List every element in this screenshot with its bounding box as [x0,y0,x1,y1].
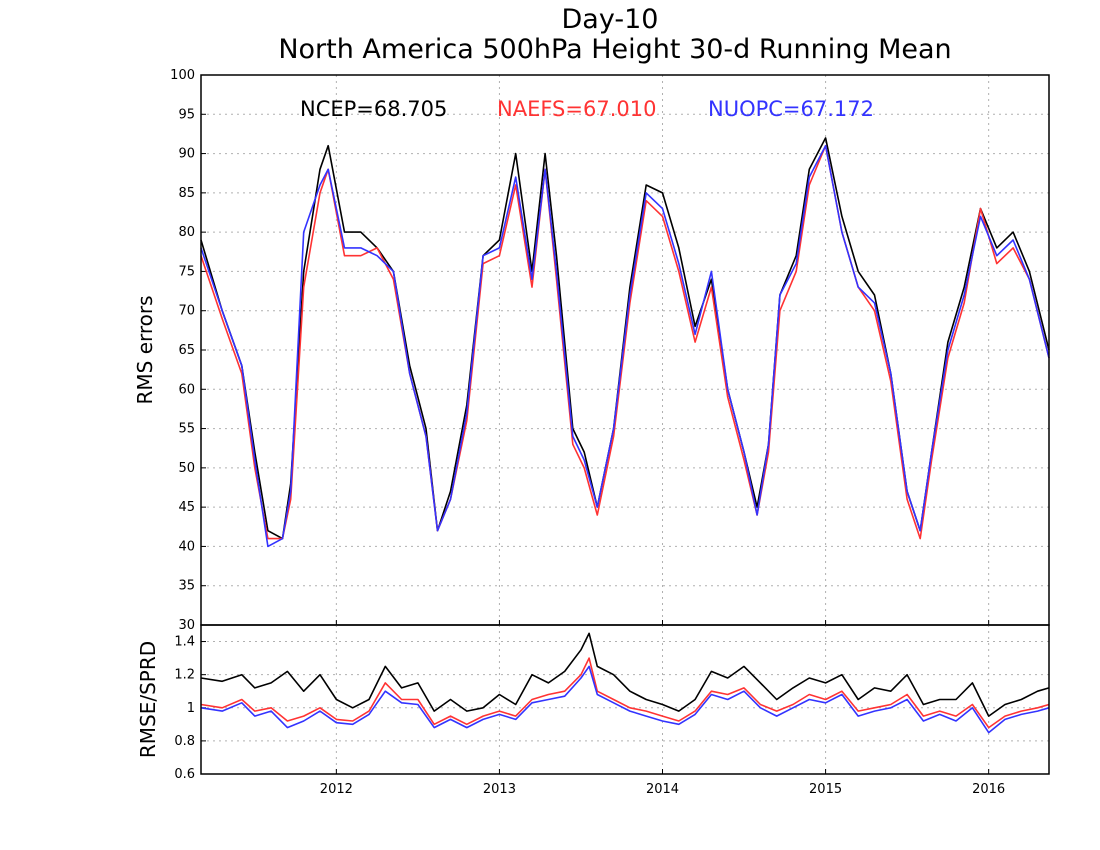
legend-entry: NCEP=68.705 [300,97,447,121]
y-tick-label: 100 [170,68,195,83]
series-nuopc [200,144,1050,548]
y-tick-label: 75 [178,264,195,279]
y-axis-label: RMSE/SPRD [136,641,160,758]
y-tick-label: 90 [178,147,195,162]
y-tick-label: 45 [178,500,195,515]
panel-1: 30 35 40 45 50 55 60 65 70 75 80 85 90 95 100 RMS error… [133,68,1050,633]
y-tick-label: 80 [178,225,195,240]
y-tick-label: 1.4 [174,635,195,650]
x-tick-label: 2013 [483,782,516,797]
panel-2: 0.6 0.8 1 1.2 1.4 RMSE/SPRD [136,624,1050,782]
y-tick-label: 70 [178,304,195,319]
chart-subtitle: North America 500hPa Height 30-d Running… [278,34,951,65]
y-tick-label: 1.2 [174,668,195,683]
legend-entry: NAEFS=67.010 [497,97,656,121]
y-tick-label: 40 [178,539,195,554]
y-tick-label: 1 [187,701,195,716]
x-tick-label: 2012 [320,782,353,797]
series-nuopc [200,665,1050,734]
y-tick-label: 50 [178,461,195,476]
y-tick-label: 35 [178,579,195,594]
series-naefs [200,144,1050,540]
plot-frame [200,624,1050,775]
series-ncep [200,632,1050,717]
y-axis-label: RMS errors [133,295,157,404]
y-tick-label: 0.8 [174,734,195,749]
y-tick-label: 85 [178,186,195,201]
chart-title: Day-10 [562,4,659,35]
y-tick-label: 0.6 [174,767,195,782]
x-tick-label: 2014 [646,782,679,797]
y-tick-label: 55 [178,422,195,437]
x-tick-label: 2016 [972,782,1005,797]
y-tick-label: 95 [178,107,195,122]
series-naefs [200,657,1050,729]
x-tick-label: 2015 [809,782,842,797]
y-tick-label: 30 [178,618,195,633]
y-tick-label: 60 [178,382,195,397]
legend-entry: NUOPC=67.172 [708,97,874,121]
y-tick-label: 65 [178,343,195,358]
